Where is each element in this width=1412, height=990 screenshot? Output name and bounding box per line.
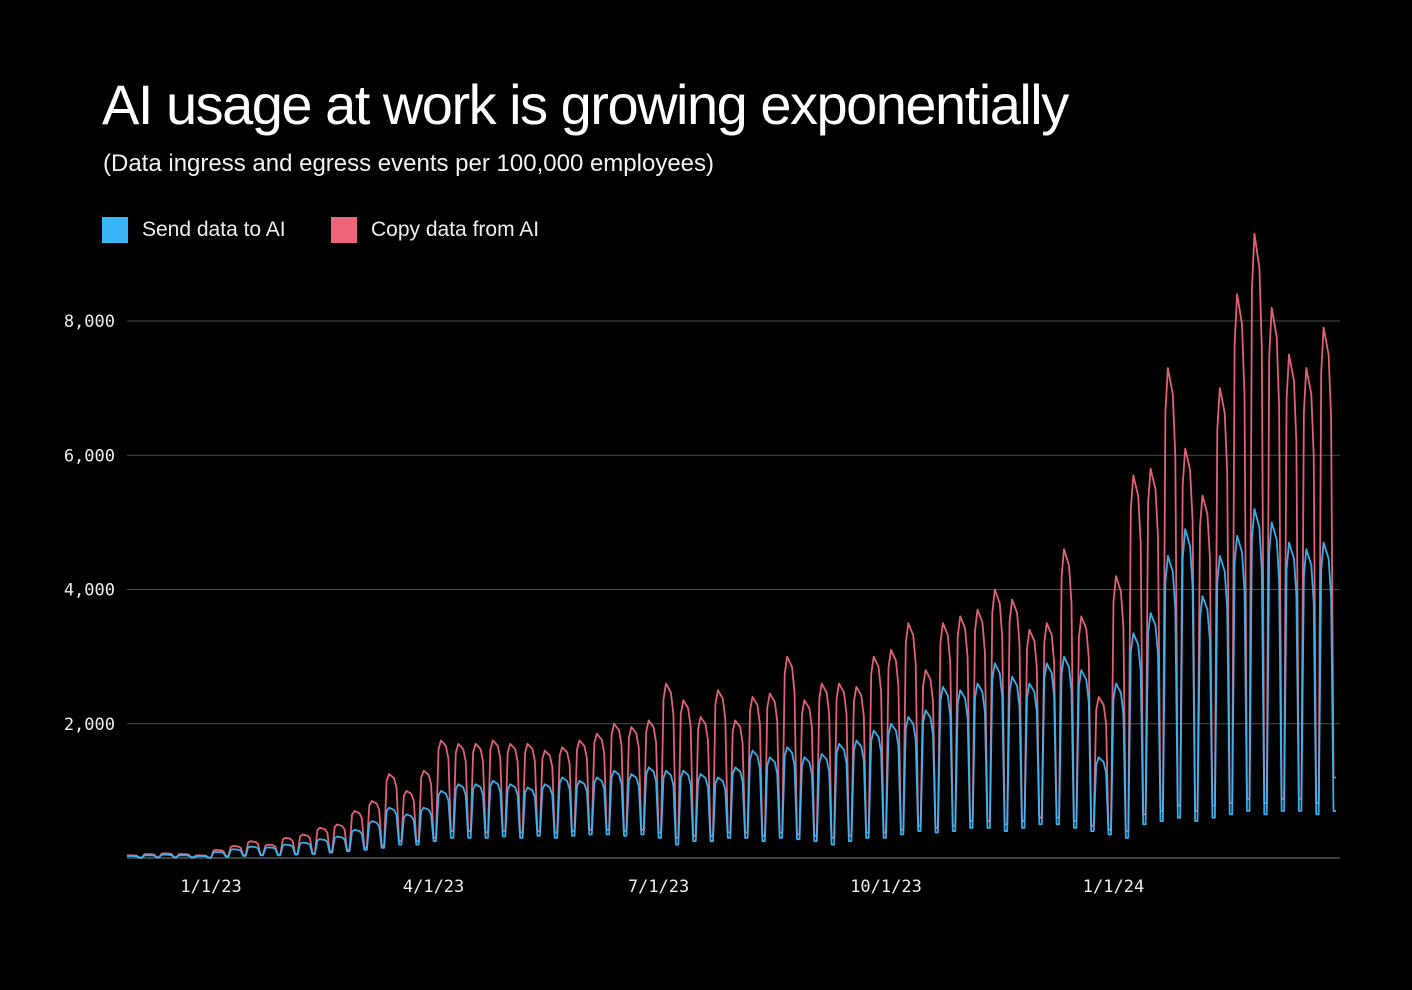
x-tick-label: 7/1/23 <box>628 877 689 897</box>
x-tick-label: 4/1/23 <box>403 877 464 897</box>
chart-subtitle: (Data ingress and egress events per 100,… <box>103 150 715 177</box>
legend-swatch-copy <box>331 217 357 243</box>
x-tick-label: 1/1/24 <box>1083 877 1144 897</box>
legend-item-send: Send data to AI <box>102 217 286 243</box>
legend-label-send: Send data to AI <box>142 218 286 241</box>
y-tick-label: 2,000 <box>64 715 115 735</box>
legend-item-copy: Copy data from AI <box>331 217 539 243</box>
legend-swatch-send <box>102 217 128 243</box>
series-line-copy <box>126 232 1336 859</box>
x-tick-label: 10/1/23 <box>850 877 922 897</box>
series-line-send <box>126 507 1336 859</box>
y-tick-label: 4,000 <box>64 581 115 601</box>
x-tick-label: 1/1/23 <box>180 877 241 897</box>
y-tick-label: 8,000 <box>64 312 115 332</box>
chart-title: AI usage at work is growing exponentiall… <box>102 73 1069 136</box>
y-tick-label: 6,000 <box>64 446 115 466</box>
legend-label-copy: Copy data from AI <box>371 218 540 241</box>
